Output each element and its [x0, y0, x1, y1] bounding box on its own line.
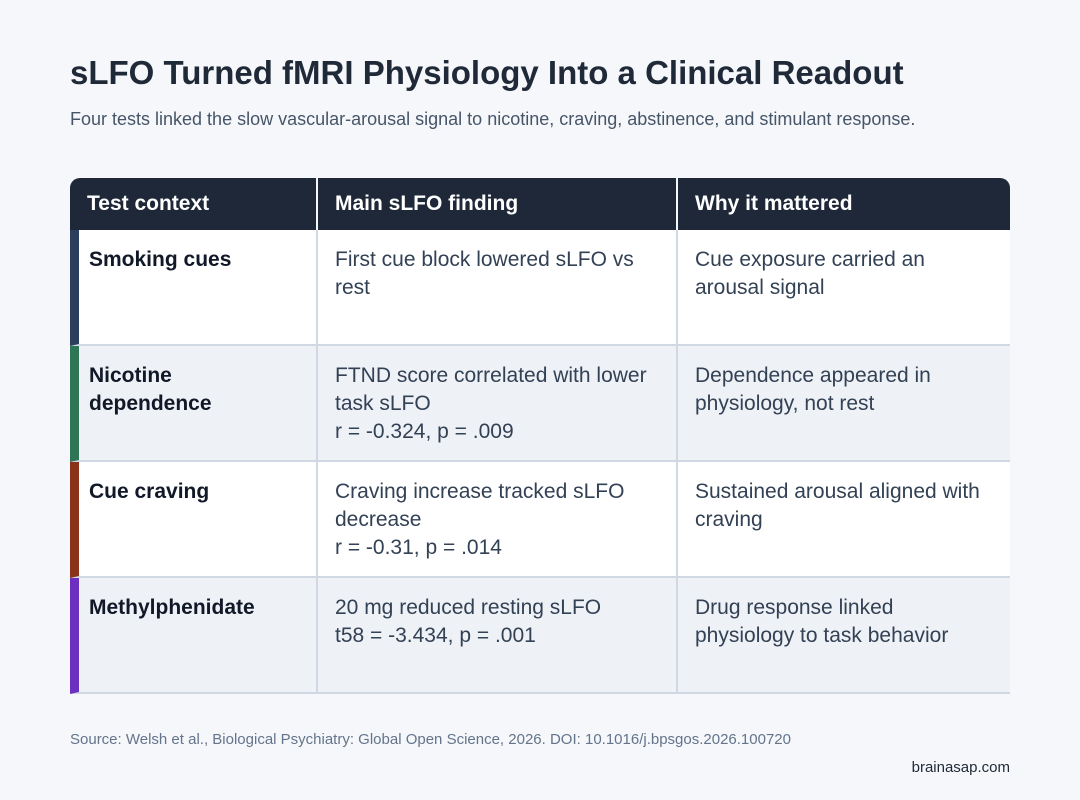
test-context: Nicotine dependence	[70, 346, 316, 462]
finding: First cue block lowered sLFO vs rest	[335, 248, 634, 299]
table-row: Smoking cues First cue block lowered sLFO…	[70, 230, 1010, 346]
finding-cell: Craving increase tracked sLFO decrease r …	[316, 462, 676, 578]
column-header: Why it mattered	[676, 178, 1010, 230]
table-row: Nicotine dependence FTND score correlated…	[70, 346, 1010, 462]
why-it-mattered: Drug response linked physiology to task …	[676, 578, 1010, 694]
table-row: Methylphenidate 20 mg reduced resting sLF…	[70, 578, 1010, 694]
finding-cell: 20 mg reduced resting sLFO t58 = -3.434, …	[316, 578, 676, 694]
finding: FTND score correlated with lower task sL…	[335, 364, 647, 415]
statistic: r = -0.324, p = .009	[335, 420, 514, 443]
statistic: r = -0.31, p = .014	[335, 536, 502, 559]
subtitle: Four tests linked the slow vascular-arou…	[70, 109, 916, 129]
table-body: Smoking cues First cue block lowered sLFO…	[70, 230, 1010, 694]
finding-cell: First cue block lowered sLFO vs rest	[316, 230, 676, 346]
test-context: Methylphenidate	[70, 578, 316, 694]
finding: Craving increase tracked sLFO decrease	[335, 480, 625, 531]
why-it-mattered: Sustained arousal aligned with craving	[676, 462, 1010, 578]
finding-cell: FTND score correlated with lower task sL…	[316, 346, 676, 462]
column-header: Test context	[70, 178, 316, 230]
findings-table: Test context Main sLFO finding Why it matt…	[70, 178, 1010, 694]
source: Source: Welsh et al., Biological Psychia…	[70, 731, 791, 748]
test-context: Cue craving	[70, 462, 316, 578]
brand: brainasap.com	[911, 759, 1010, 776]
statistic: t58 = -3.434, p = .001	[335, 624, 536, 647]
title: sLFO Turned fMRI Physiology Into a Clini…	[70, 54, 904, 91]
finding: 20 mg reduced resting sLFO	[335, 596, 602, 619]
test-context: Smoking cues	[70, 230, 316, 346]
table-row: Cue craving Craving increase tracked sLFO…	[70, 462, 1010, 578]
header-row: Test context Main sLFO finding Why it matt…	[70, 178, 1010, 230]
column-header: Main sLFO finding	[316, 178, 676, 230]
why-it-mattered: Cue exposure carried an arousal signal	[676, 230, 1010, 346]
why-it-mattered: Dependence appeared in physiology, not r…	[676, 346, 1010, 462]
